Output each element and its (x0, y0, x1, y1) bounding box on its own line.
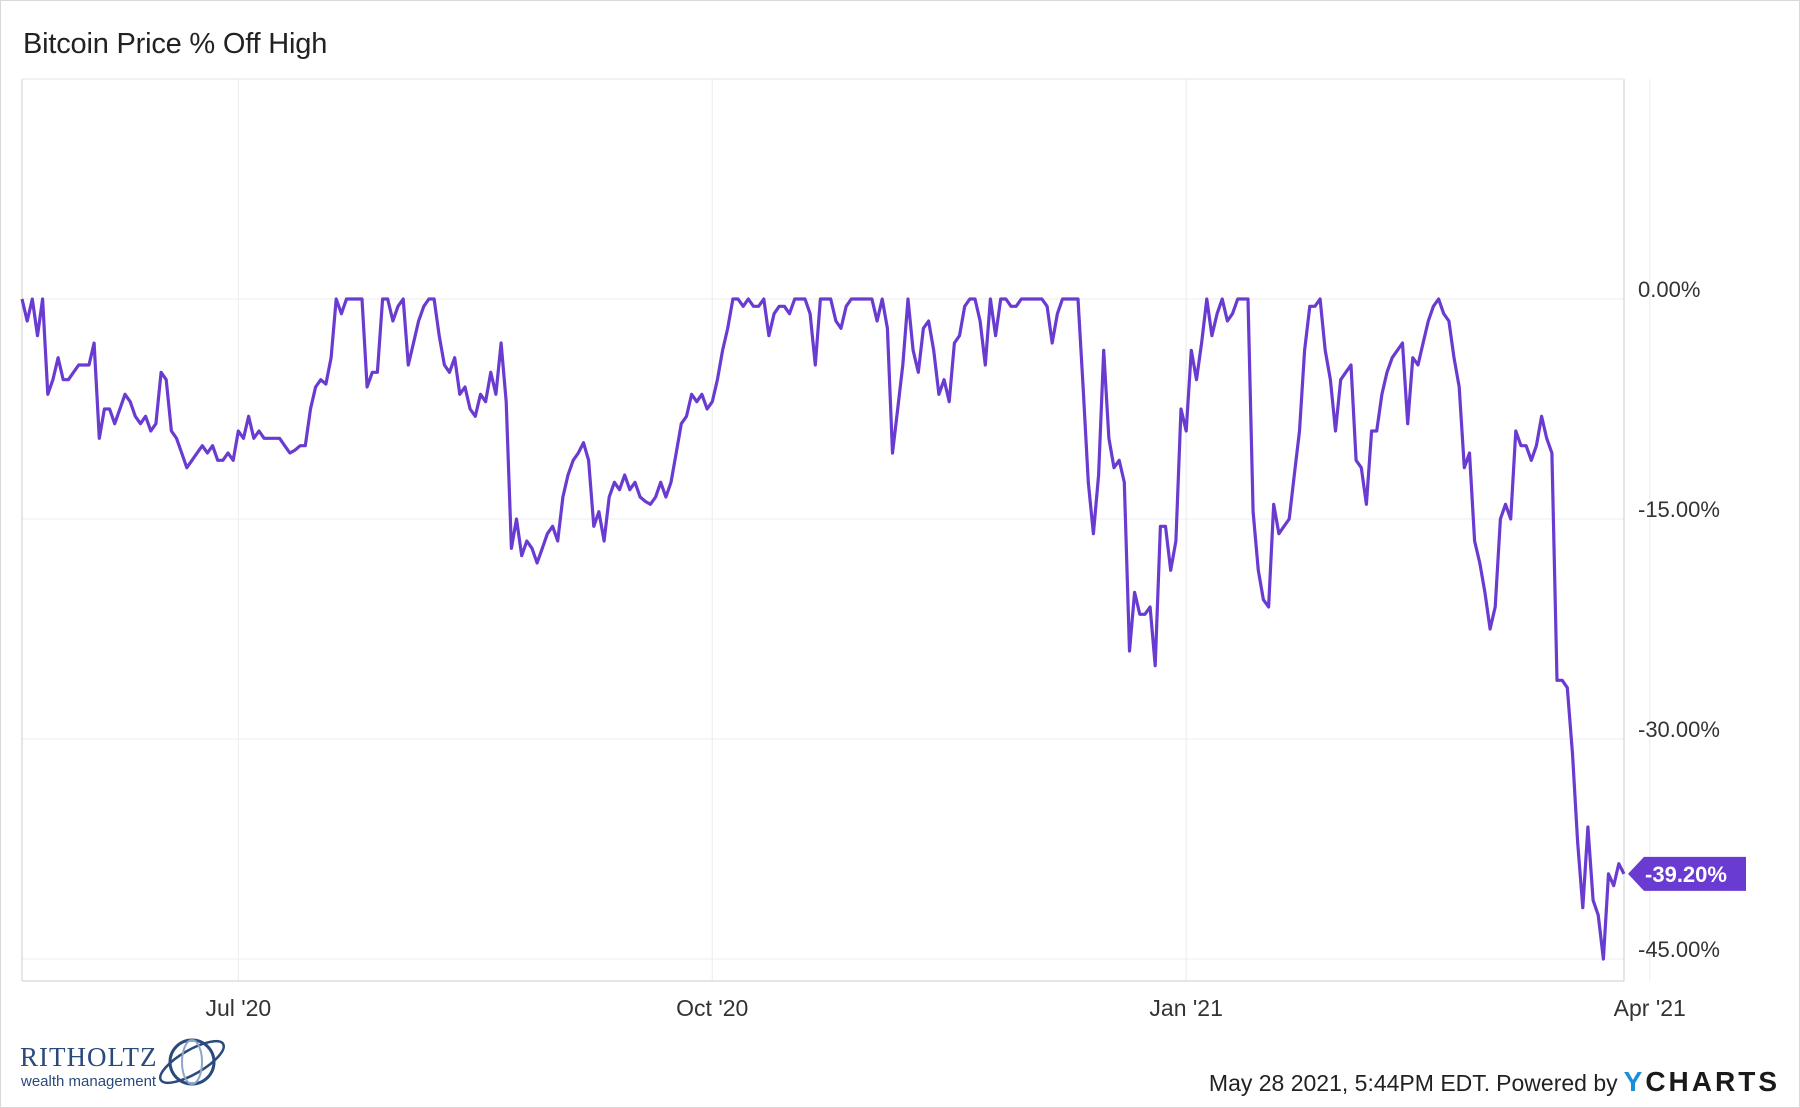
last-value-tag: -39.20% (1628, 856, 1746, 891)
x-tick-label: Jan '21 (1149, 995, 1222, 1021)
y-tick-label: 0.00% (1638, 277, 1700, 302)
grid (22, 79, 1651, 981)
y-tick-label: -30.00% (1638, 717, 1720, 742)
series-line (20, 297, 1626, 961)
footer-powered-by: Powered by (1496, 1070, 1618, 1096)
x-tick-label: Oct '20 (676, 995, 748, 1021)
chart-title: Bitcoin Price % Off High (23, 28, 328, 60)
y-tick-label: -15.00% (1638, 497, 1720, 522)
x-tick-label: Jul '20 (205, 995, 271, 1021)
ritholtz-logo: RITHOLTZ wealth management (20, 1032, 230, 1092)
last-value-tag-shape (1628, 856, 1746, 891)
logo-subtitle: wealth management (21, 1073, 157, 1090)
y-tick-label: -45.00% (1638, 937, 1720, 962)
footer-timestamp: May 28 2021, 5:44PM EDT. (1208, 1070, 1491, 1096)
x-tick-label: Apr '21 (1614, 995, 1686, 1021)
globe-logo-icon (159, 1038, 225, 1086)
last-value-label: -39.20% (1645, 862, 1727, 887)
footer: May 28 2021, 5:44PM EDT. Powered by YCHA… (1209, 1066, 1780, 1098)
ycharts-logo: YCHARTS (1623, 1066, 1780, 1097)
y-tick-labels: 0.00% -15.00% -30.00% -45.00% (1638, 277, 1720, 962)
logo-name: RITHOLTZ (20, 1042, 158, 1072)
x-tick-labels: Jul '20 Oct '20 Jan '21 Apr '21 (205, 995, 1685, 1021)
